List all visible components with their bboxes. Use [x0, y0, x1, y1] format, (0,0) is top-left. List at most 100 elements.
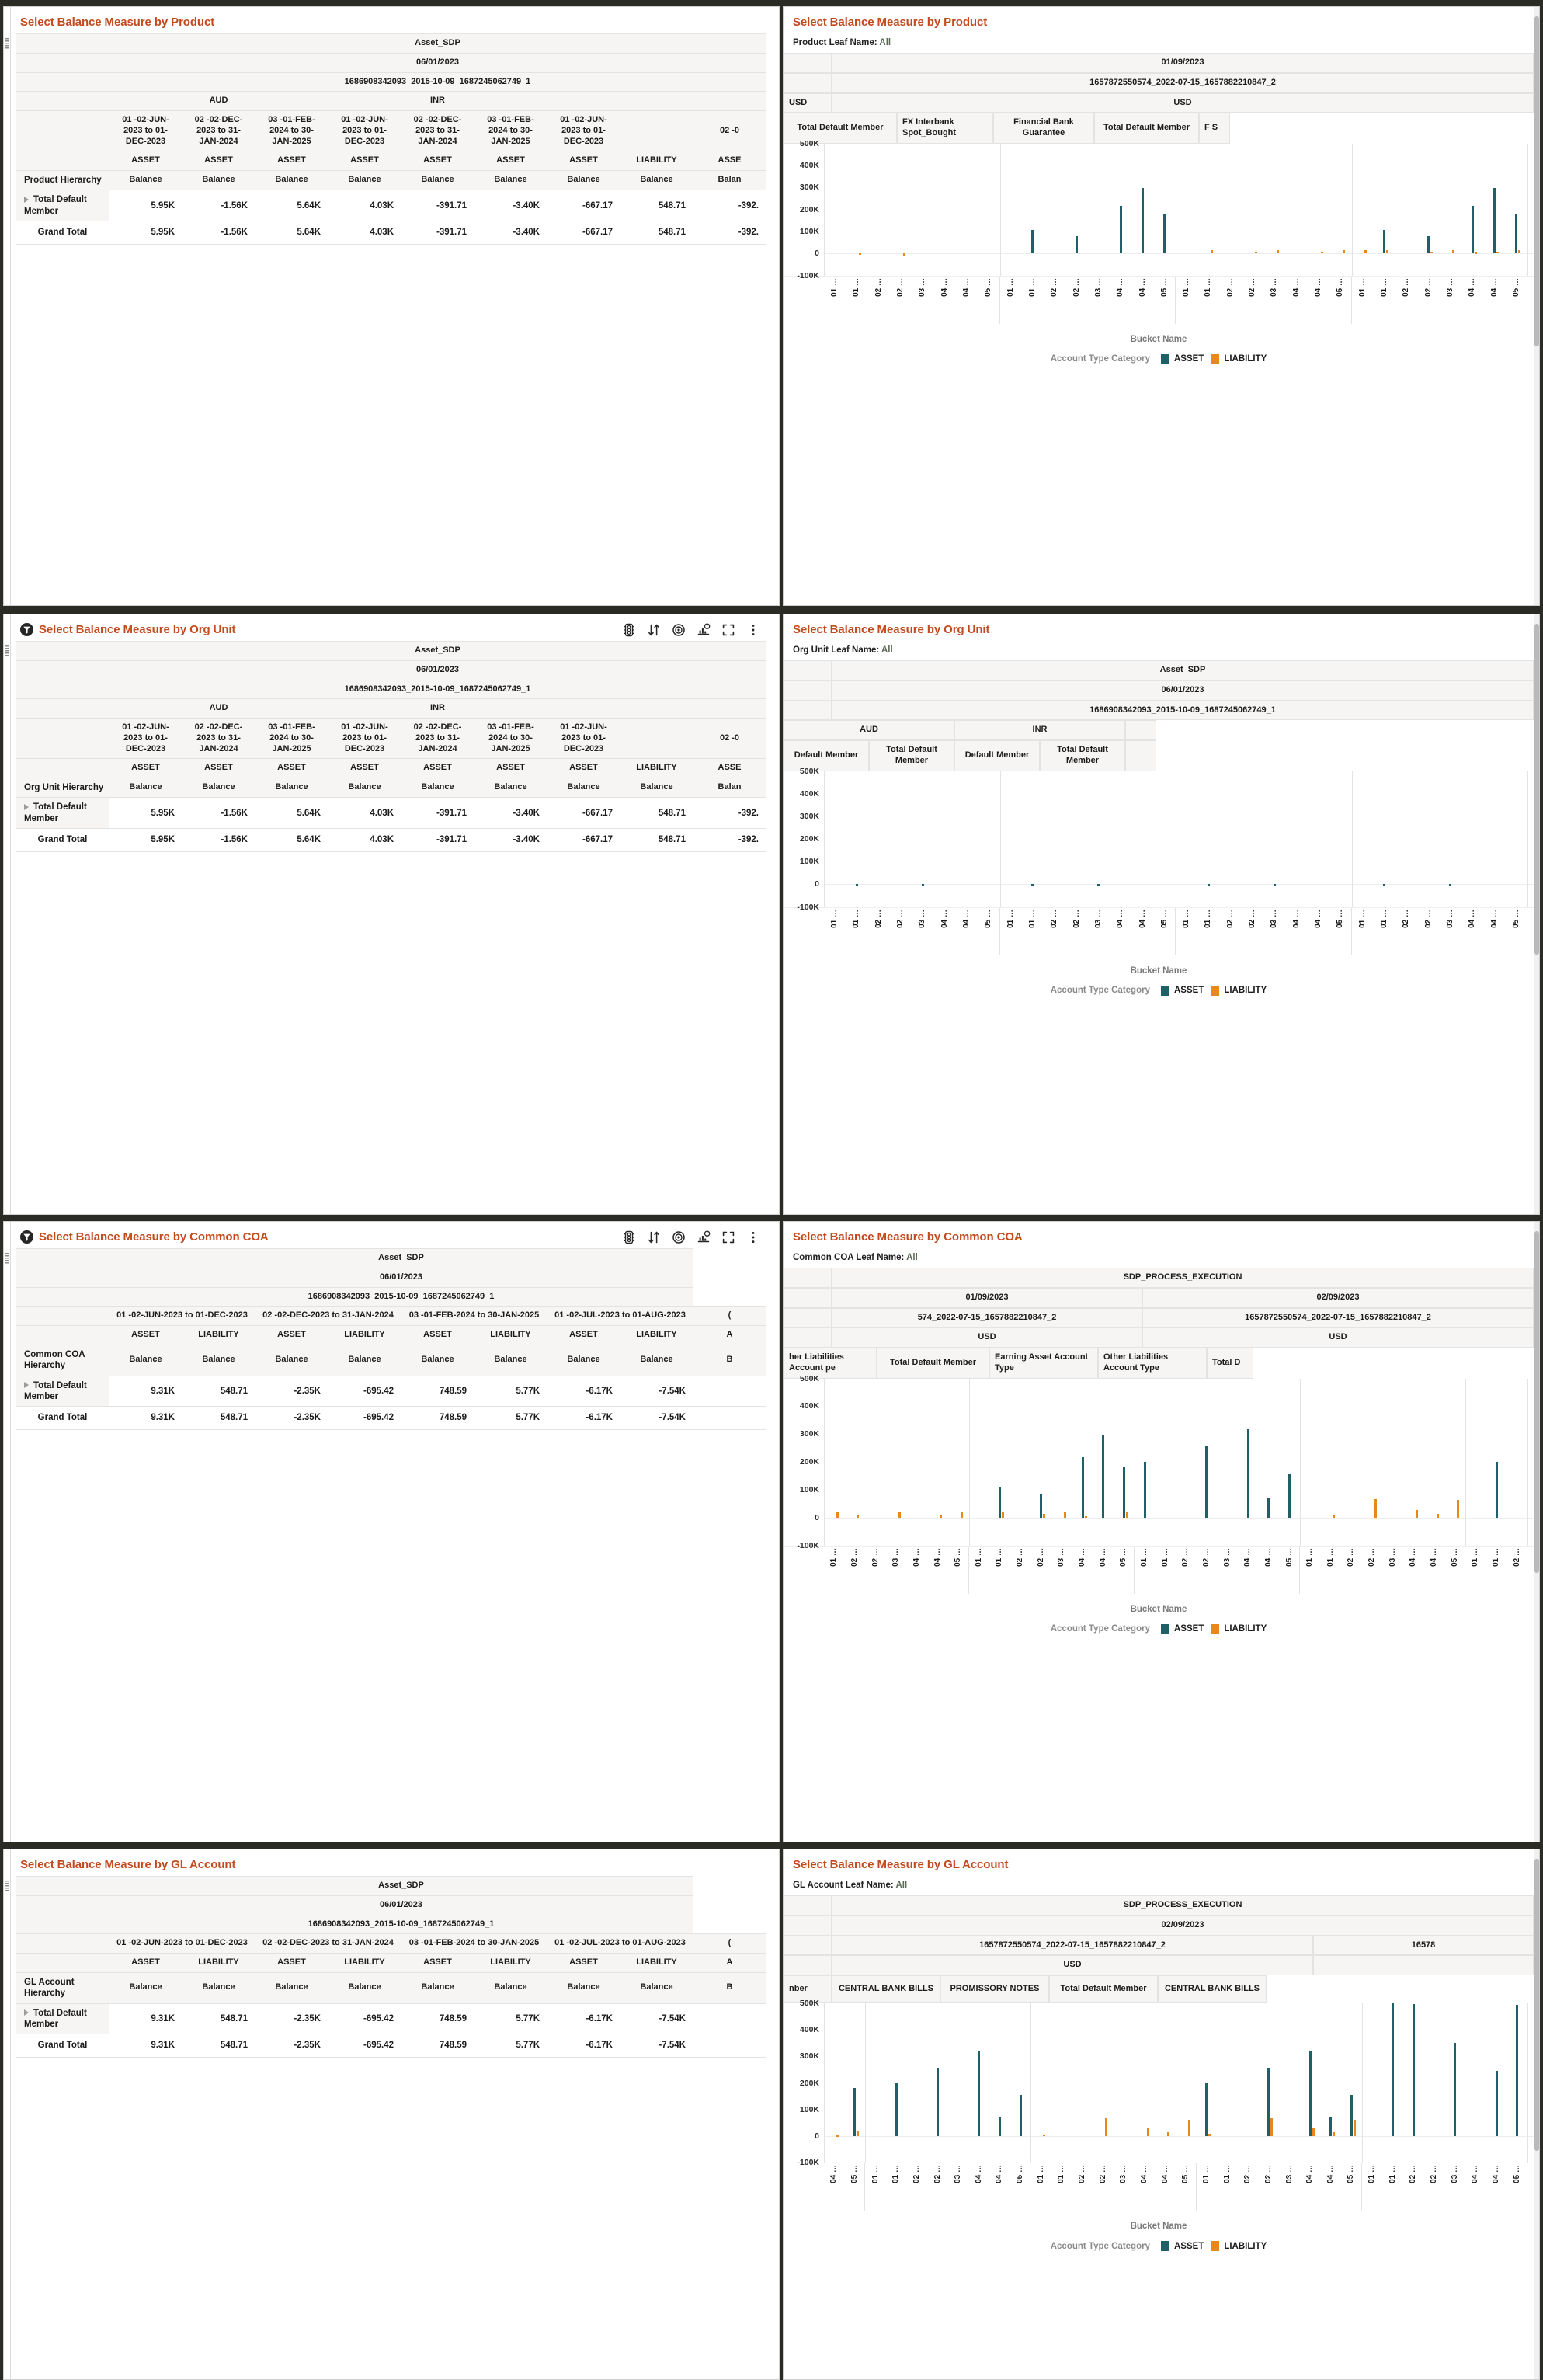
y-axis-tick: 0: [815, 879, 819, 889]
legend-label: Account Type Category: [1050, 2241, 1150, 2251]
drag-grip-icon[interactable]: [5, 1881, 9, 1891]
target-button[interactable]: [672, 1230, 686, 1244]
data-cell: 748.59: [401, 1375, 474, 1407]
x-axis-tick: 04 …: [1471, 2165, 1480, 2183]
chart-member-header: Total Default Member: [1094, 113, 1199, 144]
filter-icon-wrap[interactable]: [20, 623, 33, 636]
x-axis-tick: 04 …: [995, 2165, 1004, 2183]
data-cell: [693, 1406, 766, 1430]
table-row: 06/01/2023: [16, 52, 766, 73]
chart-band-header: [784, 72, 832, 93]
chart-bar: [1516, 2004, 1519, 2136]
legend-item[interactable]: ASSET: [1160, 1623, 1204, 1634]
x-axis-tick: 02 …: [933, 2165, 942, 2183]
row-header-expandable[interactable]: Total Default Member: [16, 2002, 109, 2035]
bucket-header: 01 -02-JUN-2023 to 01-DEC-2023: [109, 717, 182, 760]
table-row: 06/01/2023: [16, 659, 766, 680]
account-type-header: ASSET: [255, 758, 328, 778]
expand-button[interactable]: [721, 1230, 735, 1244]
vertical-scrollbar[interactable]: [1534, 1222, 1539, 1842]
bucket-header: 03 -01-FEB-2024 to 30-JAN-2025: [474, 110, 547, 152]
sort-button[interactable]: [647, 1230, 661, 1244]
more-options-button[interactable]: [746, 623, 760, 637]
x-axis-tick: 01 …: [1182, 277, 1191, 297]
x-axis-labels: 04 … 05 … 01 … 01 … 02 … 02 … 03 … 04 … 04 … 05 ……: [784, 2163, 1534, 2211]
vertical-scrollbar-thumb[interactable]: [1534, 16, 1539, 346]
x-axis-tick: 03 …: [1222, 1547, 1232, 1567]
account-type-header: LIABILITY: [182, 1325, 255, 1345]
vertical-scrollbar-thumb[interactable]: [1534, 1231, 1539, 1573]
traffic-light-button[interactable]: [622, 1230, 636, 1244]
corner-cell: [16, 91, 109, 111]
legend-item[interactable]: ASSET: [1160, 353, 1204, 364]
x-axis-tick: 01 …: [974, 1547, 983, 1567]
measure-header: Balance: [620, 1344, 693, 1376]
traffic-light-icon: [624, 623, 634, 636]
legend-item[interactable]: ASSET: [1160, 985, 1204, 996]
panel-left-rail[interactable]: [4, 1849, 11, 2379]
row-header-expandable[interactable]: Total Default Member: [16, 1375, 109, 1407]
vertical-scrollbar-thumb[interactable]: [1534, 624, 1539, 955]
legend-swatch: [1160, 353, 1169, 364]
legend-item[interactable]: LIABILITY: [1211, 985, 1267, 996]
data-cell: -667.17: [547, 221, 620, 245]
x-axis-tick: 01 …: [1027, 909, 1037, 928]
panel-left-rail[interactable]: [4, 614, 11, 1214]
data-cell: 5.64K: [255, 828, 328, 852]
legend-item[interactable]: LIABILITY: [1211, 353, 1267, 364]
hierarchy-label: Common COA Hierarchy: [16, 1344, 109, 1376]
table-row: Total Default Member 9.31K 548.71 -2.35K -69…: [16, 2002, 766, 2035]
panel-left-rail[interactable]: [4, 7, 11, 605]
vertical-scrollbar[interactable]: [1534, 614, 1539, 1214]
vertical-scrollbar-thumb[interactable]: [1534, 1859, 1539, 2152]
table-row: Product Hierarchy Balance Balance Balance Ba…: [16, 169, 766, 191]
row-header-expandable[interactable]: Total Default Member: [16, 797, 109, 830]
target-button[interactable]: [672, 623, 686, 637]
bucket-header: 01 -02-JUN-2023 to 01-DEC-2023: [109, 1306, 255, 1326]
legend-item[interactable]: LIABILITY: [1211, 1623, 1267, 1634]
data-cell: -391.71: [401, 828, 474, 852]
chart-header-row: USD USD: [784, 92, 1534, 113]
measure-header: Balance: [255, 1344, 328, 1376]
drag-grip-icon[interactable]: [5, 38, 9, 49]
chart-facet: [1301, 1378, 1467, 1546]
table-row: Grand Total 9.31K 548.71 -2.35K -695.42 748.5…: [16, 2034, 766, 2058]
legend-item[interactable]: ASSET: [1160, 2241, 1204, 2251]
x-axis-tick: 01 …: [1222, 2165, 1232, 2183]
drag-grip-icon[interactable]: [5, 1253, 9, 1264]
vertical-scrollbar[interactable]: [1534, 7, 1539, 605]
filter-icon-wrap[interactable]: [20, 1230, 33, 1244]
chart-bar: [1142, 187, 1145, 254]
bucket-header: 03 -01-FEB-2024 to 30-JAN-2025: [474, 717, 547, 760]
y-axis-tick: 500K: [799, 766, 819, 776]
chart-type-button[interactable]: [697, 622, 711, 637]
expand-button[interactable]: [721, 623, 735, 637]
bucket-header: 03 -01-FEB-2024 to 30-JAN-2025: [255, 110, 328, 152]
chart-bar: [1474, 252, 1477, 254]
table-row: ASSET ASSET ASSET ASSET ASSET ASSET ASSET LIABI…: [16, 151, 766, 171]
column-band-header: Asset_SDP: [109, 33, 766, 54]
chart-plot-row: 500K 400K 300K 200K 100K 0 -100K: [784, 767, 1534, 912]
chart-bar: [978, 2051, 981, 2136]
x-axis-tick: 04 …: [1291, 277, 1301, 297]
measure-header: Balan: [693, 169, 766, 191]
row-header-expandable[interactable]: Total Default Member: [16, 190, 109, 222]
vertical-scrollbar[interactable]: [1534, 1849, 1539, 2379]
chart-type-button[interactable]: [697, 1230, 711, 1244]
panel-left-rail[interactable]: [4, 1222, 11, 1842]
y-axis-tick: -100K: [797, 1540, 819, 1550]
x-axis-tick: 05 …: [1511, 909, 1520, 928]
legend-item[interactable]: LIABILITY: [1211, 2241, 1267, 2251]
column-band-header: 1686908342093_2015-10-09_1687245062749_1: [109, 679, 766, 700]
data-cell: -2.35K: [255, 1406, 328, 1430]
column-band-header: Asset_SDP: [109, 1248, 693, 1268]
x-axis-band: 01 … 01 … 02 … 02 … 03 … 04 … 04 … 05 …: [1030, 2163, 1197, 2211]
more-options-button[interactable]: [746, 1230, 760, 1244]
chart-facet: [1363, 2003, 1528, 2163]
x-axis-tick: 01 …: [995, 1547, 1004, 1567]
drag-grip-icon[interactable]: [5, 645, 9, 656]
sort-button[interactable]: [647, 623, 661, 637]
traffic-light-button[interactable]: [622, 623, 636, 637]
panel-body: Select Balance Measure by GL Account Asse…: [11, 1849, 779, 2379]
x-axis-tick: 02 …: [912, 2165, 921, 2183]
